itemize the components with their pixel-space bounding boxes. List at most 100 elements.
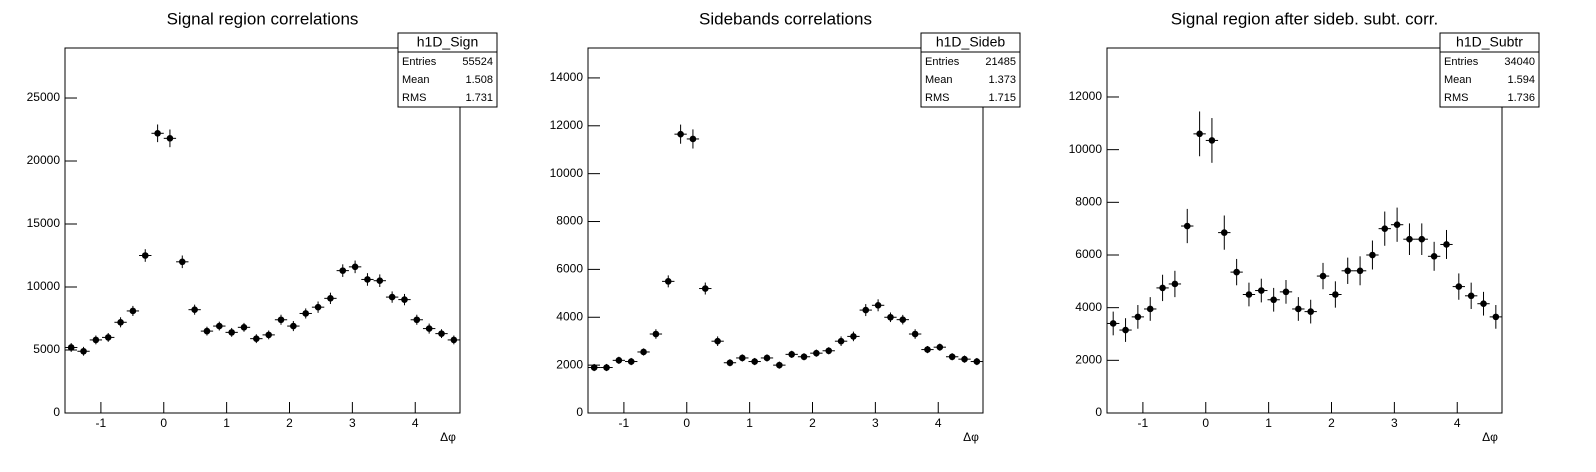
x-tick-label: 1: [746, 416, 753, 430]
data-point: [813, 349, 820, 357]
data-point: [800, 353, 808, 361]
stats-label: RMS: [925, 92, 949, 104]
stats-label: Entries: [925, 56, 960, 68]
x-tick-label: 3: [349, 416, 356, 430]
data-point: [1332, 291, 1339, 298]
data-point: [92, 336, 100, 344]
chart-title: Signal region after sideb. subt. corr.: [1171, 9, 1438, 28]
data-point: [80, 347, 87, 355]
data-point: [1480, 300, 1487, 308]
x-axis-label: Δφ: [1482, 430, 1498, 444]
data-point: [1319, 272, 1327, 280]
x-tick-label: 1: [1265, 416, 1272, 430]
data-point: [1109, 320, 1117, 327]
x-tick-label: -1: [1138, 416, 1149, 430]
x-tick-label: 0: [683, 416, 690, 430]
frame: [587, 47, 984, 414]
data-point: [290, 322, 297, 330]
stats-value: 1.508: [465, 74, 493, 86]
y-tick-label: 2000: [1075, 353, 1102, 367]
y-tick-label: 5000: [33, 342, 60, 356]
data-point: [1282, 288, 1290, 296]
data-point: [1467, 292, 1475, 300]
y-tick-label: 15000: [27, 216, 61, 230]
y-tick-label: 0: [576, 405, 583, 419]
data-point: [936, 343, 944, 351]
data-point: [837, 337, 845, 345]
data-point: [899, 316, 907, 323]
stats-box: [1439, 32, 1540, 108]
data-point: [351, 263, 359, 271]
data-point: [825, 347, 833, 355]
data-point: [948, 353, 956, 361]
data-point: [776, 361, 783, 369]
data-point: [1233, 268, 1240, 276]
data-point: [438, 330, 445, 337]
data-point: [1369, 251, 1376, 259]
data-point: [911, 330, 919, 338]
stats-box: [397, 32, 498, 108]
data-point: [1430, 253, 1438, 260]
y-tick-label: 2000: [556, 357, 583, 371]
data-point: [677, 130, 684, 138]
x-tick-label: 4: [1454, 416, 1461, 430]
data-point: [265, 331, 272, 339]
x-tick-label: -1: [96, 416, 107, 430]
x-tick-label: 0: [1202, 416, 1209, 430]
data-point: [166, 135, 174, 142]
data-point: [1183, 222, 1191, 230]
x-axis-label: Δφ: [963, 430, 979, 444]
data-point: [1146, 305, 1154, 313]
data-point: [1418, 235, 1426, 243]
y-tick-label: 6000: [1075, 247, 1102, 261]
y-tick-label: 0: [1095, 405, 1102, 419]
data-point: [228, 329, 235, 336]
data-point: [339, 267, 347, 274]
data-point: [1245, 291, 1253, 298]
stats-value: 1.736: [1507, 92, 1535, 104]
x-tick-label: 3: [872, 416, 879, 430]
data-point: [1443, 241, 1450, 248]
data-point: [1344, 267, 1352, 275]
data-point: [1295, 305, 1302, 313]
frame: [64, 47, 461, 414]
data-point: [104, 334, 112, 341]
data-point: [664, 278, 672, 285]
y-tick-label: 25000: [27, 90, 61, 104]
data-point: [788, 351, 795, 358]
data-point: [191, 306, 198, 313]
data-point: [887, 313, 894, 321]
x-tick-label: 2: [286, 416, 293, 430]
y-tick-label: 8000: [556, 214, 583, 228]
data-point: [302, 310, 310, 317]
data-point: [1134, 313, 1142, 321]
data-point: [850, 333, 857, 340]
data-point: [129, 307, 137, 315]
data-point: [1171, 280, 1179, 288]
stats-label: RMS: [402, 92, 426, 104]
data-point: [689, 135, 697, 143]
data-point: [763, 354, 771, 362]
data-point: [1258, 287, 1265, 294]
x-tick-label: 1: [223, 416, 230, 430]
data-point: [413, 316, 421, 324]
stats-value: 1.373: [988, 74, 1016, 86]
frame: [1106, 47, 1503, 414]
data-point: [327, 295, 334, 302]
data-point: [388, 293, 396, 301]
data-point: [874, 301, 882, 309]
stats-label: Mean: [402, 74, 430, 86]
x-tick-label: 4: [412, 416, 419, 430]
data-point: [216, 322, 223, 330]
data-point: [1492, 313, 1500, 321]
data-point: [1159, 284, 1166, 292]
data-point: [240, 324, 248, 331]
data-point: [701, 285, 709, 292]
stats-value: 1.715: [988, 92, 1016, 104]
data-point: [973, 358, 981, 365]
y-tick-label: 0: [53, 405, 60, 419]
stats-label: Entries: [1444, 56, 1479, 68]
x-tick-label: 4: [935, 416, 942, 430]
data-point: [590, 364, 598, 371]
